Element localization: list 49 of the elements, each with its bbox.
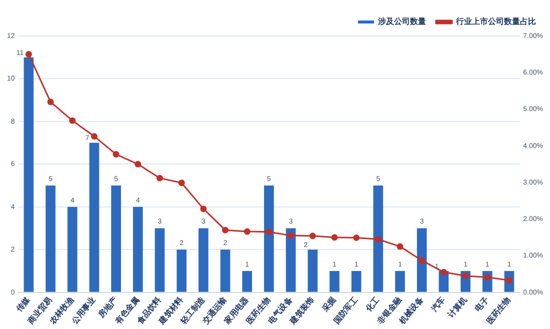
bar — [198, 228, 208, 292]
point — [69, 117, 76, 124]
bar — [395, 270, 405, 292]
point — [309, 232, 316, 240]
point — [90, 133, 98, 140]
bar — [24, 57, 34, 292]
point — [47, 98, 54, 106]
legend-label: 行业上市公司数量占比 — [455, 16, 536, 26]
point — [156, 174, 164, 182]
bar — [308, 250, 318, 292]
point — [462, 272, 469, 280]
x-tick-label: 化工 — [363, 295, 382, 314]
x-tick-label: 传媒 — [14, 294, 32, 314]
point — [331, 234, 338, 241]
bar — [264, 186, 274, 292]
bar — [89, 142, 100, 292]
point — [353, 234, 360, 242]
bar — [286, 228, 296, 292]
point — [288, 232, 294, 239]
x-tick-label: 计算机 — [446, 295, 469, 320]
legend-label: 涉及公司数量 — [377, 17, 426, 26]
point — [440, 268, 447, 276]
point — [418, 257, 426, 264]
bar — [176, 250, 187, 292]
x-tick-label: 电子 — [473, 295, 491, 314]
point — [396, 243, 404, 250]
bar — [111, 186, 121, 292]
bar — [67, 206, 78, 292]
point — [178, 180, 185, 186]
point — [222, 226, 229, 234]
point — [244, 228, 250, 235]
x-tick-label: 汽车 — [429, 295, 447, 314]
point — [484, 274, 491, 281]
bar — [133, 206, 143, 292]
point — [112, 151, 120, 158]
point — [266, 228, 272, 236]
bar — [416, 228, 427, 292]
point — [200, 206, 207, 212]
point — [374, 236, 382, 242]
bar — [46, 186, 56, 292]
point — [25, 51, 32, 58]
point — [134, 160, 142, 168]
bar — [351, 270, 362, 292]
x-tick-label: 采掘 — [320, 295, 338, 314]
bar — [373, 186, 384, 292]
bar — [220, 250, 230, 292]
bar — [330, 270, 340, 292]
bar — [242, 270, 252, 292]
bar — [154, 228, 165, 292]
